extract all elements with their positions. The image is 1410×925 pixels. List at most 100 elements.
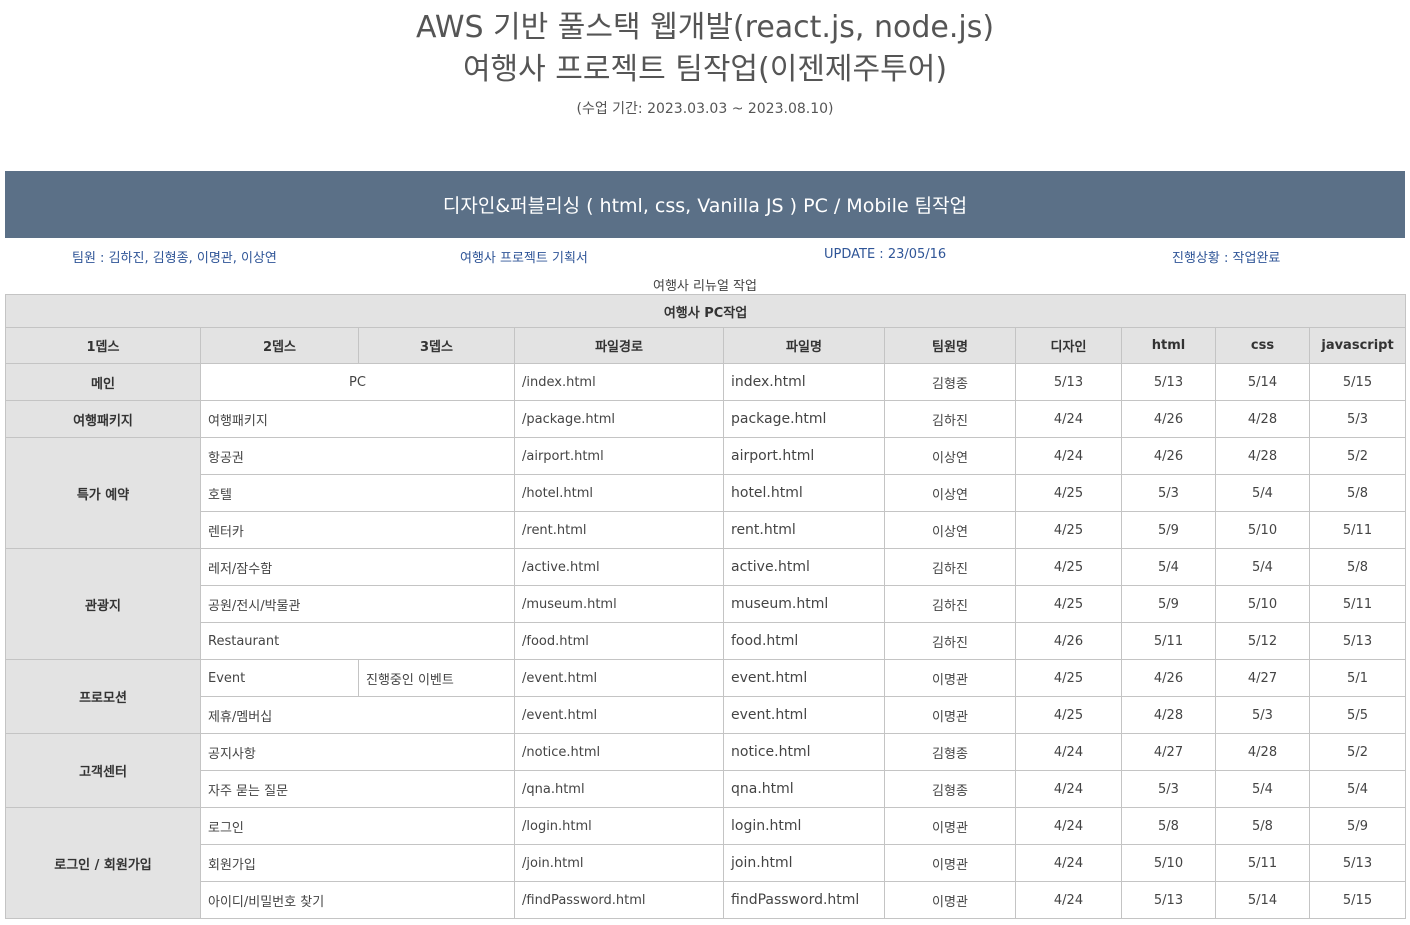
filename-cell: active.html (723, 548, 885, 586)
member-cell: 이명관 (884, 807, 1016, 845)
depth2-cell: 아이디/비밀번호 찾기 (200, 881, 515, 919)
css-date-cell: 5/10 (1215, 585, 1310, 623)
member-cell: 김하진 (884, 400, 1016, 438)
path-cell: /hotel.html (514, 474, 724, 512)
js-date-cell: 5/11 (1308, 511, 1407, 549)
js-date-cell: 5/15 (1308, 881, 1407, 919)
depth2-cell: 자주 묻는 질문 (200, 770, 515, 808)
path-cell: /rent.html (514, 511, 724, 549)
table-row: 고객센터 공지사항/notice.html notice.html 김형종 4/24 4/… (5, 733, 1407, 808)
design-date-cell: 4/24 (1015, 844, 1122, 882)
css-date-cell: 5/3 (1215, 696, 1310, 734)
css-date-cell: 5/11 (1215, 844, 1310, 882)
header-filename: 파일명 (723, 327, 885, 364)
depth2-cell: 회원가입 (200, 844, 515, 882)
table-row: 회원가입/join.html join.html 이명관 4/24 5/10 5/11 5/… (6, 844, 1407, 882)
path-cell: /event.html (514, 696, 724, 734)
member-cell: 김하진 (884, 622, 1016, 660)
design-date-cell: 5/13 (1015, 363, 1122, 401)
html-date-cell: 5/9 (1121, 511, 1216, 549)
js-date-cell: 5/8 (1308, 474, 1407, 512)
design-date-cell: 4/25 (1015, 585, 1122, 623)
path-cell: /notice.html (514, 733, 724, 771)
path-cell: /login.html (514, 807, 724, 845)
css-date-cell: 4/27 (1215, 659, 1310, 697)
html-date-cell: 5/10 (1121, 844, 1216, 882)
path-cell: /findPassword.html (514, 881, 724, 919)
html-date-cell: 5/13 (1121, 881, 1216, 919)
css-date-cell: 5/14 (1215, 881, 1310, 919)
table-caption: 여행사 리뉴얼 작업 (653, 279, 757, 294)
design-date-cell: 4/25 (1015, 548, 1122, 586)
header-depth3: 3뎁스 (358, 327, 515, 364)
header-depth2: 2뎁스 (200, 327, 359, 364)
css-date-cell: 4/28 (1215, 437, 1310, 475)
member-cell: 이명관 (884, 844, 1016, 882)
css-date-cell: 4/28 (1215, 400, 1310, 438)
depth2-cell: Event (200, 659, 359, 697)
design-date-cell: 4/24 (1015, 733, 1122, 771)
header-depth1: 1뎁스 (5, 327, 201, 364)
html-date-cell: 5/11 (1121, 622, 1216, 660)
table-row: Restaurant/food.html food.html 김하진 4/26 5/11… (6, 622, 1407, 660)
member-cell: 김하진 (884, 548, 1016, 586)
section-title: 여행사 PC작업 (4, 294, 1407, 328)
table-row: 아이디/비밀번호 찾기/findPassword.html findPasswor… (6, 881, 1407, 919)
design-date-cell: 4/24 (1015, 437, 1122, 475)
depth2-cell: 공지사항 (200, 733, 515, 771)
header-javascript: javascript (1308, 327, 1407, 364)
depth2-cell: 제휴/멤버십 (200, 696, 515, 734)
depth2-cell: 레저/잠수함 (200, 548, 515, 586)
table-row: 프로모션 Event 진행중인 이벤트/event.html event.html 이명… (5, 659, 1407, 734)
js-date-cell: 5/13 (1308, 844, 1407, 882)
design-date-cell: 4/24 (1015, 881, 1122, 919)
section-banner: 디자인&퍼블리싱 ( html, css, Vanilla JS ) PC / … (5, 171, 1405, 238)
path-cell: /join.html (514, 844, 724, 882)
member-cell: 이상연 (884, 511, 1016, 549)
table-row: 호텔/hotel.html hotel.html 이상연 4/25 5/3 5/4 5/8 (6, 474, 1407, 512)
js-date-cell: 5/15 (1308, 363, 1407, 401)
path-cell: /food.html (514, 622, 724, 660)
member-cell: 김형종 (884, 363, 1016, 401)
design-date-cell: 4/24 (1015, 400, 1122, 438)
html-date-cell: 4/26 (1121, 659, 1216, 697)
member-cell: 이명관 (884, 659, 1016, 697)
depth2-cell: PC (200, 363, 515, 401)
filename-cell: package.html (723, 400, 885, 438)
table-row: 로그인 / 회원가입 로그인/login.html login.html 이명관 4/2… (5, 807, 1407, 919)
member-cell: 이상연 (884, 474, 1016, 512)
plan-document-link[interactable]: 여행사 프로젝트 기획서 (460, 251, 588, 266)
css-date-cell: 5/12 (1215, 622, 1310, 660)
depth1-cell: 관광지 (5, 548, 201, 660)
depth2-cell: 여행패키지 (200, 400, 515, 438)
table-row: 공원/전시/박물관/museum.html museum.html 김하진 4/25 5… (6, 585, 1407, 623)
table-row: 제휴/멤버십/event.html event.html 이명관 4/25 4/28 5/… (6, 696, 1407, 734)
progress-status: 진행상황 : 작업완료 (1172, 251, 1281, 266)
filename-cell: event.html (723, 696, 885, 734)
update-date: UPDATE : 23/05/16 (824, 247, 947, 262)
js-date-cell: 5/5 (1308, 696, 1407, 734)
js-date-cell: 5/3 (1308, 400, 1407, 438)
member-cell: 이상연 (884, 437, 1016, 475)
course-period: (수업 기간: 2023.03.03 ~ 2023.08.10) (576, 101, 834, 117)
table-row: 여행패키지 여행패키지/package.html package.html 김하진 4/… (5, 400, 1407, 438)
path-cell: /active.html (514, 548, 724, 586)
html-date-cell: 5/4 (1121, 548, 1216, 586)
css-date-cell: 5/4 (1215, 770, 1310, 808)
member-cell: 김하진 (884, 585, 1016, 623)
html-date-cell: 5/3 (1121, 474, 1216, 512)
depth1-cell: 특가 예약 (5, 437, 201, 549)
js-date-cell: 5/1 (1308, 659, 1407, 697)
design-date-cell: 4/25 (1015, 511, 1122, 549)
js-date-cell: 5/2 (1308, 437, 1407, 475)
table-row: 메인 PC/index.html index.html 김형종 5/13 5/13 5/14… (5, 363, 1407, 401)
design-date-cell: 4/25 (1015, 474, 1122, 512)
table-row: 관광지 레저/잠수함/active.html active.html 김하진 4/25 5… (5, 548, 1407, 660)
depth1-cell: 메인 (5, 363, 201, 401)
path-cell: /package.html (514, 400, 724, 438)
filename-cell: findPassword.html (723, 881, 885, 919)
depth1-cell: 프로모션 (5, 659, 201, 734)
design-date-cell: 4/25 (1015, 696, 1122, 734)
css-date-cell: 5/8 (1215, 807, 1310, 845)
header-design: 디자인 (1015, 327, 1122, 364)
